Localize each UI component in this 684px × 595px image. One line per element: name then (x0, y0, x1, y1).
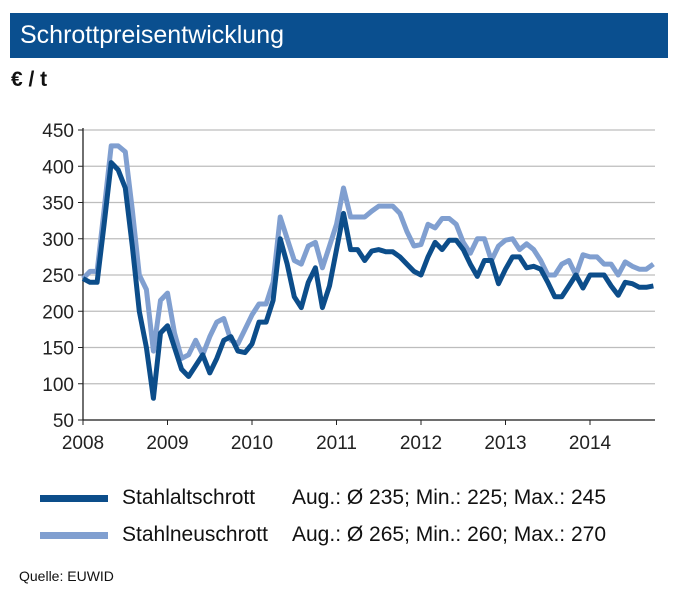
legend-swatch (40, 494, 108, 502)
series-line-stahlneuschrott (81, 143, 655, 361)
x-tick-label: 2012 (400, 433, 442, 454)
y-tick-label: 100 (42, 375, 74, 396)
y-tick-label: 300 (42, 230, 74, 251)
y-tick-label: 50 (53, 411, 74, 432)
y-tick-label: 200 (42, 302, 74, 323)
x-tick-label: 2010 (231, 433, 273, 454)
source-note: Quelle: EUWID (19, 568, 114, 584)
legend-stats: Aug.: Ø 235; Min.: 225; Max.: 245 (292, 486, 607, 509)
x-tick-label: 2009 (146, 433, 188, 454)
y-tick-label: 150 (42, 339, 74, 360)
legend-label: Stahlaltschrott (122, 486, 256, 509)
y-tick-label: 400 (42, 157, 74, 178)
legend-item-stahlneuschrott: Stahlneuschrott Aug.: Ø 265; Min.: 260; … (40, 523, 606, 547)
chart-title: Schrottpreisentwicklung (10, 13, 668, 58)
y-tick-label: 250 (42, 266, 74, 287)
legend-swatch (40, 531, 108, 539)
y-tick-label: 350 (42, 194, 74, 215)
legend-stats: Aug.: Ø 265; Min.: 260; Max.: 270 (292, 523, 607, 546)
x-tick-label: 2008 (62, 433, 104, 454)
x-tick-label: 2014 (569, 433, 612, 454)
y-tick-label: 450 (42, 121, 74, 142)
x-tick-label: 2013 (484, 433, 526, 454)
y-axis-unit: € / t (11, 68, 48, 91)
legend-label: Stahlneuschrott (122, 523, 268, 546)
legend-item-stahlaltschrott: Stahlaltschrott Aug.: Ø 235; Min.: 225; … (40, 486, 606, 510)
x-tick-label: 2011 (316, 433, 357, 454)
series-line-stahlaltschrott (81, 160, 654, 401)
